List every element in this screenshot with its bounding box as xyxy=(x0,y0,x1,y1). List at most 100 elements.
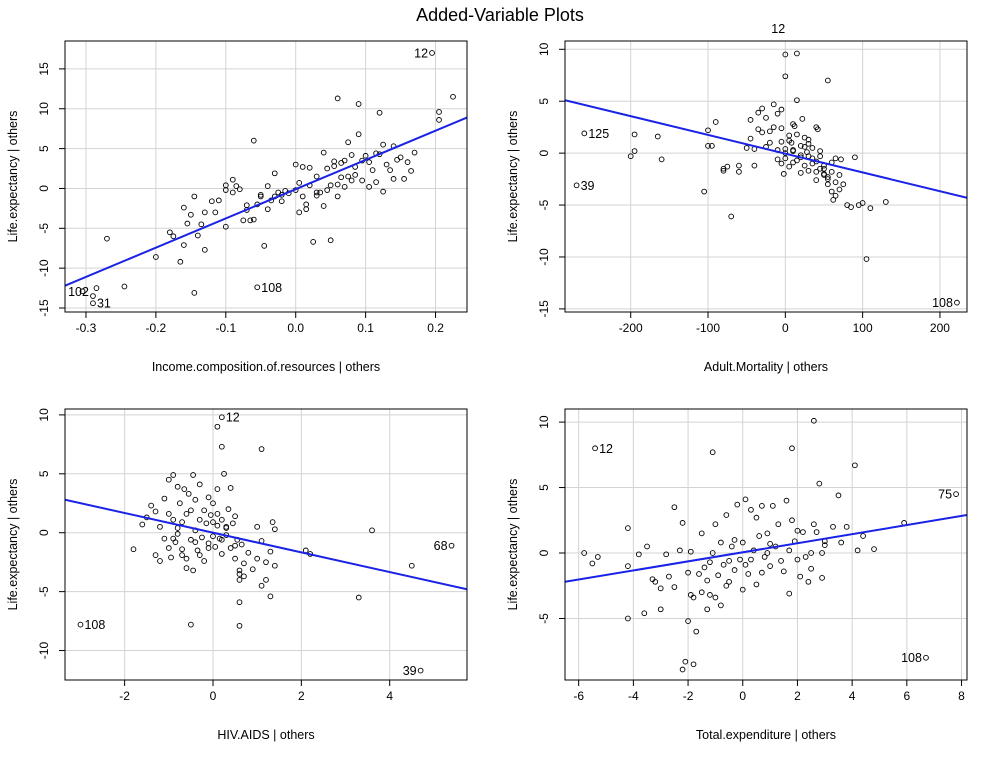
data-point xyxy=(814,126,821,133)
data-point xyxy=(852,462,858,469)
data-point xyxy=(218,536,225,543)
data-point xyxy=(233,183,240,189)
data-point xyxy=(324,165,331,172)
data-point xyxy=(380,188,386,195)
data-point xyxy=(238,541,245,548)
data-point xyxy=(794,527,801,534)
y-tick-label: -10 xyxy=(37,259,51,277)
y-tick-label: 0 xyxy=(37,185,51,192)
data-point xyxy=(199,534,205,541)
data-point xyxy=(797,143,804,149)
data-point xyxy=(693,628,700,635)
data-point xyxy=(369,527,375,534)
data-point xyxy=(450,93,456,100)
data-point xyxy=(761,554,768,560)
data-point xyxy=(223,523,230,530)
data-point xyxy=(712,119,719,125)
data-point xyxy=(179,519,185,525)
data-point xyxy=(832,192,839,199)
data-point xyxy=(698,589,705,596)
data-point xyxy=(726,578,732,585)
data-point xyxy=(77,621,84,628)
data-point xyxy=(165,511,172,517)
data-point xyxy=(334,181,341,188)
data-point xyxy=(759,503,765,509)
data-point xyxy=(179,546,185,553)
data-point xyxy=(191,193,198,200)
x-tick-label: -2 xyxy=(683,689,694,703)
data-point xyxy=(780,568,787,575)
data-point xyxy=(728,543,735,550)
x-tick-label: 4 xyxy=(849,689,856,703)
y-tick-label: 10 xyxy=(537,42,551,56)
data-point xyxy=(778,160,785,167)
plot-area xyxy=(565,26,967,306)
data-point xyxy=(736,168,742,175)
data-point xyxy=(172,539,179,545)
point-label: 68 xyxy=(434,539,448,553)
data-point xyxy=(589,560,596,567)
data-point xyxy=(168,554,174,561)
data-point xyxy=(247,217,254,224)
x-tick-label: -6 xyxy=(573,689,584,703)
data-point xyxy=(726,558,732,564)
data-point xyxy=(190,567,196,574)
data-point xyxy=(404,159,411,166)
y-tick-label: -5 xyxy=(37,223,51,234)
data-point xyxy=(387,167,393,173)
data-point xyxy=(334,193,341,200)
data-point xyxy=(254,284,261,291)
data-point xyxy=(165,545,172,551)
data-point xyxy=(214,511,221,517)
data-point xyxy=(177,500,183,507)
data-point xyxy=(631,131,638,138)
data-point xyxy=(258,446,265,452)
data-point xyxy=(755,109,762,116)
data-point xyxy=(723,512,730,518)
data-point xyxy=(194,232,201,239)
data-point xyxy=(148,502,154,509)
data-point xyxy=(736,162,742,169)
data-point xyxy=(882,199,889,205)
y-tick-label: 10 xyxy=(537,415,551,429)
data-point xyxy=(657,606,664,613)
data-point xyxy=(230,520,236,527)
data-point xyxy=(249,566,256,573)
plot-area xyxy=(565,417,967,673)
data-point xyxy=(830,523,836,530)
data-point xyxy=(258,582,265,589)
data-point xyxy=(355,131,362,138)
data-point xyxy=(205,540,212,547)
data-point xyxy=(170,472,177,478)
point-label: 12 xyxy=(226,411,240,425)
data-point xyxy=(709,143,715,149)
data-point xyxy=(787,26,792,31)
data-point xyxy=(817,153,823,160)
data-point xyxy=(181,486,188,492)
data-point xyxy=(723,582,730,589)
data-point xyxy=(139,521,146,528)
data-point xyxy=(817,148,823,154)
data-point xyxy=(770,124,777,131)
data-point xyxy=(581,130,588,137)
data-point xyxy=(275,189,282,196)
data-point xyxy=(373,179,379,185)
data-point xyxy=(408,168,414,174)
data-point xyxy=(625,525,631,531)
data-point xyxy=(165,476,172,483)
point-label: 39 xyxy=(403,664,417,678)
data-point xyxy=(232,555,238,562)
x-tick-label: -100 xyxy=(696,321,720,335)
data-point xyxy=(198,221,205,228)
data-point xyxy=(836,186,843,193)
data-point xyxy=(854,547,861,554)
data-point xyxy=(390,176,397,182)
data-point xyxy=(257,191,264,198)
data-point xyxy=(770,101,777,108)
data-point xyxy=(250,137,257,144)
data-point xyxy=(181,242,187,248)
data-point xyxy=(666,573,672,580)
data-point xyxy=(813,177,820,183)
y-tick-label: 0 xyxy=(537,149,551,156)
data-point xyxy=(271,562,278,569)
